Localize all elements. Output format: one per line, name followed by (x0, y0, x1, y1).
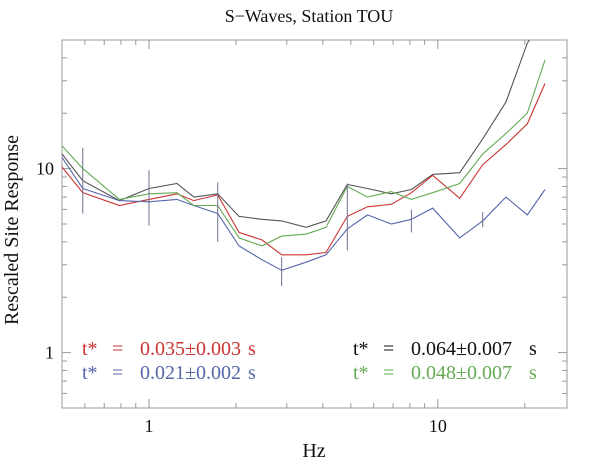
y-tick-label: 10 (36, 159, 54, 179)
error-bars (82, 147, 484, 287)
annotation-label: t* (353, 338, 369, 360)
series-line-4 (62, 59, 546, 247)
x-tick-label: 1 (144, 416, 153, 436)
annotation-unit: s (529, 338, 537, 360)
annotation-unit: s (248, 362, 256, 384)
annotations: t* = 0.035±0.003 s t* = 0.021±0.002 s t* = 0.064±0… (82, 338, 537, 384)
annotation-eq: = (383, 338, 394, 360)
annotation-label: t* (82, 338, 98, 360)
annotation-eq: = (383, 362, 394, 384)
annotation-label: t* (353, 362, 369, 384)
x-tick-label: 10 (429, 416, 447, 436)
series-line-2 (62, 83, 546, 256)
chart-title: S−Waves, Station TOU (225, 6, 394, 26)
x-axis-label: Hz (302, 440, 325, 462)
annotation-value: 0.048±0.007 (411, 362, 512, 384)
annotation-eq: = (112, 338, 123, 360)
annotation-unit: s (529, 362, 537, 384)
annotation-value: 0.064±0.007 (411, 338, 512, 360)
annotation-label: t* (82, 362, 98, 384)
annotation-value: 0.035±0.003 (140, 338, 241, 360)
annotation-unit: s (248, 338, 256, 360)
series-lines (62, 40, 546, 271)
series-line-1 (62, 40, 530, 228)
axis-ticks (61, 39, 567, 409)
annotation-eq: = (112, 362, 123, 384)
y-axis-label: Rescaled Site Response (1, 135, 23, 325)
series-line-3 (62, 157, 546, 271)
tick-labels: 1 10 1 10 (36, 159, 447, 436)
annotation-value: 0.021±0.002 (140, 362, 241, 384)
y-tick-label: 1 (45, 343, 54, 363)
